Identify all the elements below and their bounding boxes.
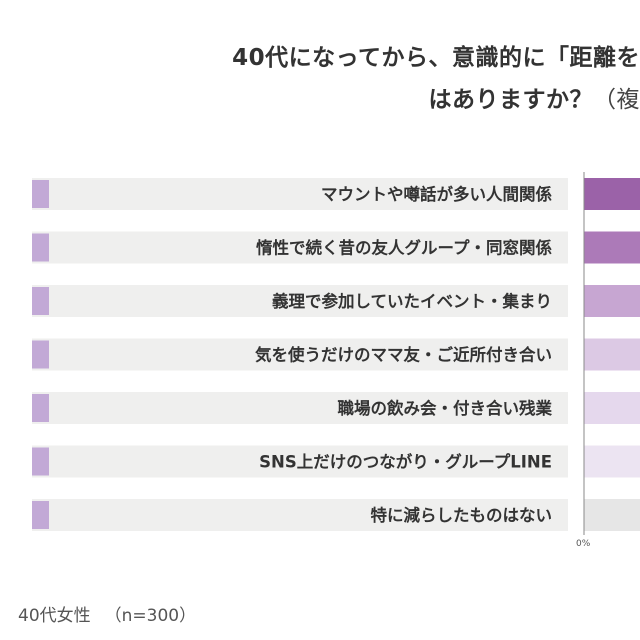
category-marker <box>32 233 49 262</box>
category-row-background <box>32 445 568 478</box>
respondent-label: 40代女性 <box>18 606 91 626</box>
chart-footer: 40代女性 （n=300） <box>18 601 196 626</box>
category-row-background <box>32 499 568 531</box>
category-label: SNS上だけのつながり・グループLINE <box>259 452 552 472</box>
bar <box>584 392 640 424</box>
category-marker <box>32 180 49 208</box>
category-label: 気を使うだけのママ友・ご近所付き合い <box>254 345 552 365</box>
category-label: 特に減らしたものはない <box>371 505 553 525</box>
bar-chart: マウントや噂話が多い人間関係惰性で続く昔の友人グループ・同窓関係義理で参加してい… <box>32 172 640 549</box>
category-marker <box>32 340 49 369</box>
category-label: 義理で参加していたイベント・集まり <box>272 291 552 311</box>
category-row-background <box>32 231 568 264</box>
bar <box>584 178 640 210</box>
bar <box>584 231 640 264</box>
category-row-background <box>32 392 568 424</box>
sample-size-label: （n=300） <box>104 606 197 626</box>
category-row-background <box>32 178 568 210</box>
chart-title-line-2: はありますか？（複 <box>429 80 640 114</box>
category-row-background <box>32 285 568 317</box>
chart-title-question: はありますか？ <box>428 87 593 113</box>
category-marker <box>32 394 49 422</box>
bar <box>584 338 640 371</box>
category-row-background <box>32 338 568 371</box>
bar <box>584 445 640 478</box>
x-tick-label: 0% <box>576 539 591 549</box>
bar <box>584 285 640 317</box>
category-label: 惰性で続く昔の友人グループ・同窓関係 <box>256 238 553 258</box>
category-marker <box>32 501 49 529</box>
chart-title-line-1: 40代になってから、意識的に「距離を <box>232 45 640 71</box>
category-marker <box>32 447 49 476</box>
bar <box>584 499 640 531</box>
chart-title-note: （複 <box>593 87 640 113</box>
category-label: 職場の飲み会・付き合い残業 <box>338 398 553 418</box>
category-marker <box>32 287 49 315</box>
category-label: マウントや噂話が多い人間関係 <box>321 184 553 204</box>
